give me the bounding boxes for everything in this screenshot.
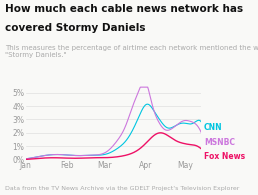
Text: covered Stormy Daniels: covered Stormy Daniels	[5, 23, 146, 33]
Text: Data from the TV News Archive via the GDELT Project's Television Explorer: Data from the TV News Archive via the GD…	[5, 186, 239, 191]
Text: Fox News: Fox News	[204, 152, 245, 161]
Text: MSNBC: MSNBC	[204, 138, 235, 147]
Text: This measures the percentage of airtime each network mentioned the words
"Stormy: This measures the percentage of airtime …	[5, 45, 258, 58]
Text: CNN: CNN	[204, 123, 222, 132]
Text: How much each cable news network has: How much each cable news network has	[5, 4, 243, 14]
